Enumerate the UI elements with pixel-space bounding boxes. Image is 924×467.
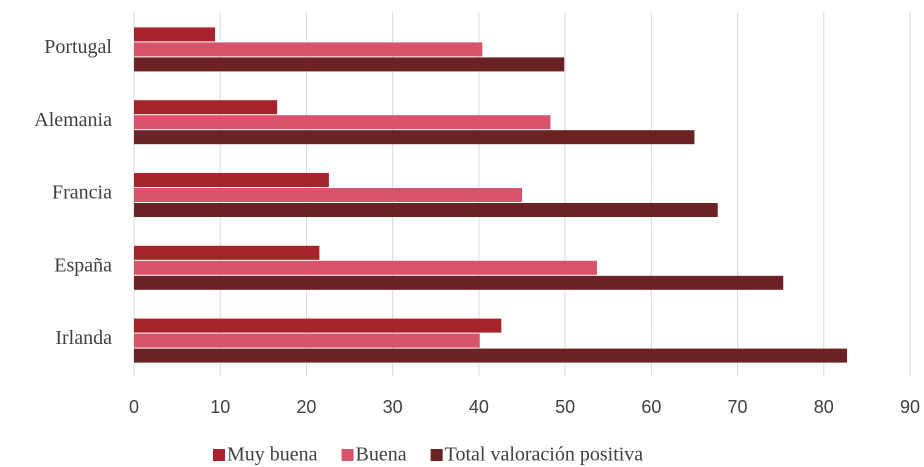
x-tick-label: 0 (129, 397, 139, 417)
legend-item: Muy buena (213, 444, 318, 466)
bar (134, 130, 695, 145)
bar (134, 173, 329, 187)
legend-swatch (430, 449, 443, 461)
legend-swatch (213, 449, 225, 461)
y-tick-label: Irlanda (55, 327, 112, 349)
legend-item: Total valoración positiva (430, 444, 644, 466)
bar (134, 57, 565, 72)
legend-label: Buena (356, 444, 407, 466)
bar (134, 333, 480, 348)
x-tick-label: 70 (728, 397, 748, 417)
bar (134, 245, 320, 260)
x-tick-label: 60 (641, 397, 661, 417)
bar (134, 188, 522, 202)
y-tick-label: Francia (52, 182, 112, 204)
bar (134, 100, 278, 115)
x-tick-label: 20 (296, 397, 316, 417)
bar (134, 260, 598, 275)
y-tick-label: España (54, 254, 112, 276)
y-tick-label: Portugal (44, 36, 112, 58)
legend-item: Buena (341, 444, 407, 466)
bar (134, 203, 718, 217)
x-tick-label: 50 (555, 397, 575, 417)
legend: Muy buena Buena Total valoración positiva (213, 444, 643, 466)
bar (134, 275, 784, 290)
bar (134, 42, 483, 57)
bar (134, 115, 551, 130)
bar (134, 318, 502, 333)
y-tick-label: Alemania (34, 109, 112, 131)
x-tick-label: 10 (210, 397, 230, 417)
bar (134, 348, 848, 363)
x-tick-label: 80 (814, 397, 834, 417)
x-tick-label: 40 (469, 397, 489, 417)
x-tick-label: 30 (383, 397, 403, 417)
legend-label: Muy buena (227, 444, 318, 466)
bar (134, 27, 216, 42)
legend-label: Total valoración positiva (445, 444, 644, 466)
legend-swatch (341, 449, 354, 461)
x-tick-label: 90 (900, 397, 920, 417)
